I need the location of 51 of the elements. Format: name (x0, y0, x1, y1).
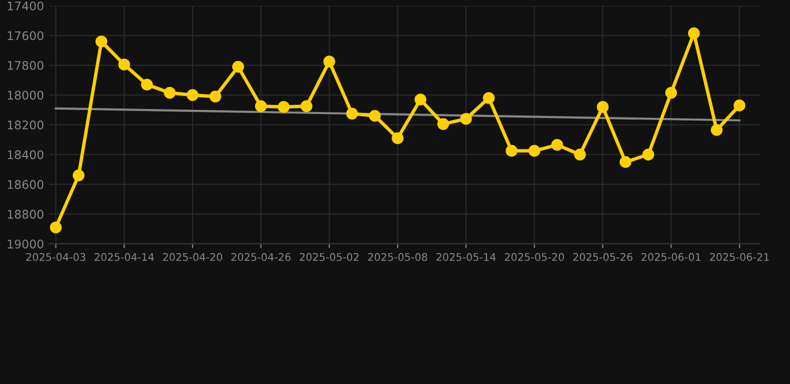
point (482, 92, 495, 104)
point (368, 110, 381, 122)
point (278, 101, 290, 113)
x-tick-label: 2025-04-26 (231, 253, 291, 261)
point (392, 132, 404, 144)
point (209, 90, 222, 102)
x-tick-label: 2025-04-03 (26, 253, 86, 261)
point (50, 222, 62, 234)
y-tick-label: 19000 (8, 240, 44, 248)
point (300, 100, 312, 112)
y-tick-label: 18800 (8, 210, 44, 219)
point (164, 86, 176, 99)
point (72, 169, 85, 182)
y-tick-label: 18000 (8, 90, 44, 100)
point (414, 94, 426, 106)
point (118, 58, 130, 70)
point (323, 56, 336, 68)
point (551, 138, 564, 151)
point (596, 101, 609, 113)
point (232, 60, 244, 73)
point (528, 144, 540, 157)
point (186, 89, 198, 101)
point (506, 144, 518, 157)
point (346, 108, 358, 120)
y-tick-label: 17400 (8, 1, 44, 10)
point (710, 124, 723, 136)
point (688, 27, 700, 40)
point (95, 36, 108, 48)
point (734, 100, 746, 112)
point (437, 118, 450, 130)
x-tick-label: 2025-05-20 (504, 253, 564, 261)
point (620, 156, 632, 168)
point (255, 100, 267, 112)
x-tick-label: 2025-04-14 (94, 253, 154, 261)
x-tick-label: 2025-04-20 (163, 253, 222, 261)
x-tick-label: 2025-05-26 (573, 253, 632, 261)
point (460, 112, 472, 125)
y-tick-label: 18400 (8, 150, 44, 160)
y-tick-label: 17600 (8, 31, 44, 40)
x-tick-label: 2025-05-02 (300, 253, 359, 261)
y-tick-label: 17800 (8, 61, 44, 70)
point (665, 86, 678, 99)
x-tick-label: 2025-05-08 (368, 253, 428, 261)
x-tick-label: 2025-06-21 (710, 253, 769, 261)
y-tick-label: 18200 (8, 120, 44, 130)
x-tick-label: 2025-06-01 (642, 253, 700, 261)
x-tick-label: 2025-05-14 (436, 253, 496, 261)
point (141, 78, 153, 91)
point (642, 148, 654, 160)
y-tick-label: 18600 (8, 180, 44, 189)
point (574, 148, 586, 160)
